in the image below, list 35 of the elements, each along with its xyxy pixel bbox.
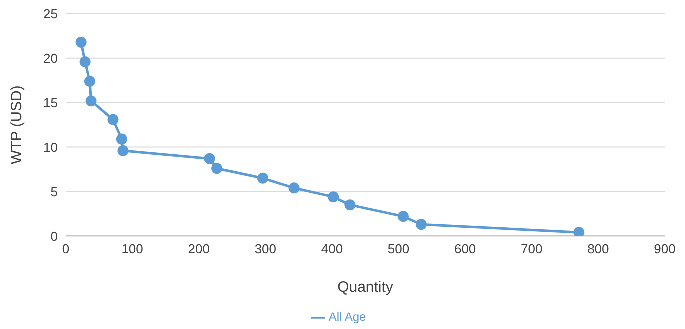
y-tick-label: 20 (44, 51, 58, 66)
point (84, 76, 96, 88)
y-tick-label: 10 (44, 140, 58, 155)
x-tick-label: 600 (454, 241, 476, 256)
point (204, 153, 216, 164)
point (258, 172, 269, 184)
y-axis-title: WTP (USD) (8, 86, 26, 165)
x-axis-title: Quantity (338, 279, 394, 296)
y-tick-label: 15 (44, 95, 58, 110)
y-tick-label: 25 (44, 6, 58, 22)
y-tick-label: 5 (50, 184, 58, 200)
x-tick-label: 400 (321, 241, 344, 256)
point (344, 200, 356, 211)
x-tick-label: 0 (62, 241, 70, 256)
point (76, 36, 87, 48)
legend-label: All Age (328, 310, 366, 324)
point (398, 211, 409, 222)
x-tick-label: 900 (654, 241, 676, 256)
x-tick-label: 500 (388, 241, 410, 256)
point (86, 96, 97, 107)
point (416, 219, 427, 230)
point (328, 192, 340, 203)
x-tick-label: 700 (521, 241, 543, 256)
x-tick-label: 100 (122, 241, 144, 256)
x-tick-label: 300 (254, 241, 277, 256)
point (574, 227, 585, 236)
point (288, 182, 300, 194)
point (116, 134, 128, 145)
point (212, 163, 223, 174)
point (118, 145, 129, 156)
x-tick-label: 800 (588, 241, 610, 256)
point (80, 56, 91, 68)
y-tick-label: 0 (50, 228, 58, 244)
x-tick-label: 200 (188, 241, 210, 256)
point (108, 114, 119, 126)
